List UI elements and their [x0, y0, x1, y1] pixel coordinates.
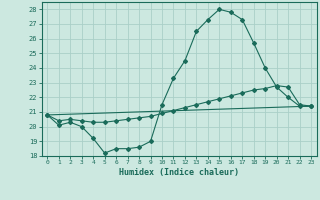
X-axis label: Humidex (Indice chaleur): Humidex (Indice chaleur) — [119, 168, 239, 177]
